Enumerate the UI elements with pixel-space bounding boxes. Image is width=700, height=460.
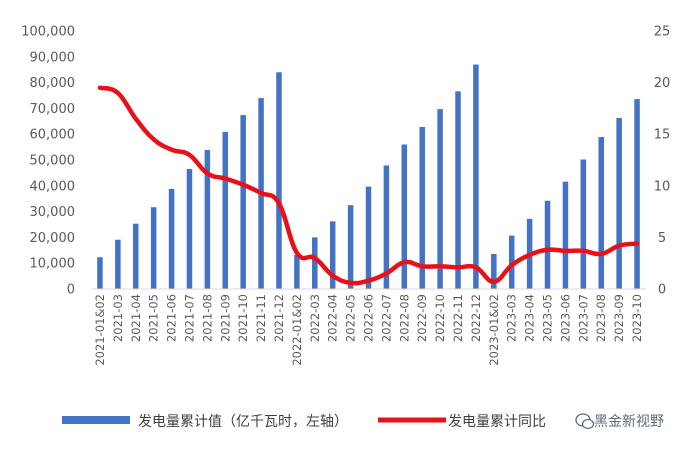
bar (347, 205, 354, 289)
bar (616, 117, 622, 289)
y-left-tick-label: 40,000 (30, 179, 76, 194)
x-axis: 2021-01&02 2021-03 2021-04 2021-05 2021-06 20… (93, 294, 644, 366)
bar (473, 64, 479, 289)
wechat-icon (575, 413, 595, 430)
bar (383, 165, 390, 289)
bar (598, 137, 604, 289)
x-tick-label: 2021-04 (129, 294, 143, 342)
x-tick-label: 2023-03 (505, 294, 519, 342)
x-tick-label: 2023-08 (594, 294, 608, 342)
y-left-tick-label: 60,000 (30, 128, 76, 143)
bar (544, 200, 551, 289)
bar (222, 131, 229, 289)
x-tick-label: 2022-01&02 (290, 294, 304, 366)
y-left-tick-label: 50,000 (30, 154, 76, 169)
x-tick-label: 2021-01&02 (93, 294, 107, 366)
y-right-tick-label: 20 (654, 76, 671, 91)
y-left-tick-label: 80,000 (30, 76, 76, 91)
series-line (97, 85, 640, 286)
x-tick-label: 2023-06 (558, 294, 572, 342)
bar (580, 159, 587, 289)
legend: 发电量累计值（亿千瓦时，左轴） 发电量累计同比 (62, 414, 546, 430)
bar (97, 257, 103, 289)
y-axis-left: 0 10,000 20,000 30,000 40,000 50,000 60,000 70,… (21, 25, 75, 298)
x-tick-label: 2022-09 (415, 294, 429, 342)
x-tick-label: 2022-10 (433, 294, 447, 342)
bar (329, 221, 336, 289)
x-tick-label: 2022-06 (362, 294, 376, 342)
bar (294, 254, 300, 289)
legend-bar-label: 发电量累计值（亿千瓦时，左轴） (138, 414, 348, 430)
x-tick-label: 2023-07 (576, 294, 590, 342)
watermark-text: 黑金新视野 (594, 414, 664, 430)
x-tick-label: 2021-03 (111, 294, 125, 342)
bar (437, 109, 443, 289)
bar (186, 169, 193, 289)
x-tick-label: 2022-07 (379, 294, 393, 342)
x-tick-label: 2022-12 (469, 294, 483, 342)
bar (508, 235, 515, 289)
bar (491, 253, 497, 289)
y-left-tick-label: 10,000 (30, 257, 76, 272)
x-tick-label: 2021-12 (272, 294, 286, 342)
x-tick-label: 2022-03 (308, 294, 322, 342)
bar (312, 237, 318, 289)
bar (419, 126, 425, 289)
legend-line-label: 发电量累计同比 (448, 414, 546, 430)
x-tick-label: 2021-11 (254, 294, 268, 342)
bar (276, 72, 282, 289)
x-tick-label: 2023-05 (541, 294, 555, 342)
x-tick-label: 2021-06 (165, 294, 179, 342)
x-tick-label: 2022-08 (397, 294, 411, 342)
x-tick-label: 2023-04 (523, 294, 537, 342)
x-tick-label: 2021-05 (147, 294, 161, 342)
x-tick-label: 2022-05 (344, 294, 358, 342)
watermark: 黑金新视野 (575, 413, 664, 430)
y-right-tick-label: 15 (654, 128, 671, 143)
bar (365, 186, 372, 289)
bar (168, 188, 175, 289)
y-right-tick-label: 10 (654, 179, 671, 194)
bar (401, 144, 408, 289)
bar (634, 99, 640, 289)
y-left-tick-label: 90,000 (30, 50, 76, 65)
x-tick-label: 2023-09 (612, 294, 626, 342)
y-left-tick-label: 30,000 (30, 205, 76, 220)
x-tick-label: 2021-07 (182, 294, 196, 342)
line-series-group (97, 85, 640, 286)
bar (562, 181, 569, 289)
bar (150, 207, 157, 289)
x-tick-label: 2022-04 (326, 294, 340, 342)
bar (240, 115, 246, 289)
bar (455, 91, 461, 290)
y-left-tick-label: 100,000 (21, 25, 75, 40)
x-tick-label: 2023-01&02 (487, 294, 501, 366)
y-left-tick-label: 20,000 (30, 231, 76, 246)
x-tick-label: 2023-10 (630, 294, 644, 342)
y-right-tick-label: 5 (658, 231, 666, 246)
y-left-tick-label: 0 (67, 283, 75, 298)
x-tick-label: 2021-10 (236, 294, 250, 342)
bar-series (97, 64, 640, 290)
bar (204, 149, 211, 289)
x-tick-label: 2021-08 (200, 294, 214, 342)
bar (115, 239, 121, 289)
y-right-tick-label: 0 (658, 283, 666, 298)
bar (133, 223, 139, 289)
x-tick-label: 2021-09 (218, 294, 232, 342)
legend-bar-swatch (62, 416, 130, 424)
x-tick-label: 2022-11 (451, 294, 465, 342)
y-right-tick-label: 25 (654, 25, 671, 40)
y-axis-right: 0 5 10 15 20 25 (654, 25, 671, 298)
y-left-tick-label: 70,000 (30, 102, 76, 117)
